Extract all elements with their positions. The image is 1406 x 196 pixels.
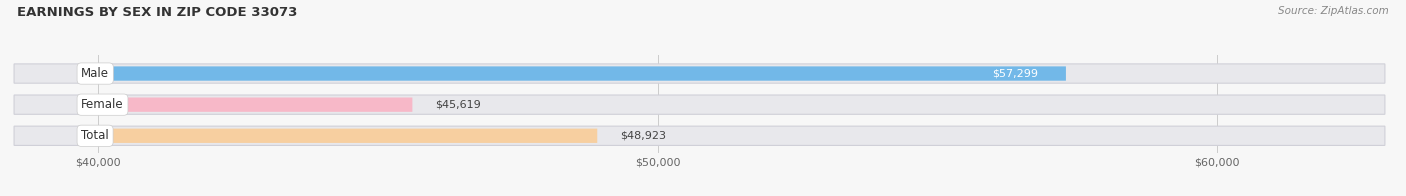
Text: $48,923: $48,923 (620, 131, 665, 141)
FancyBboxPatch shape (14, 64, 1385, 83)
FancyBboxPatch shape (98, 129, 598, 143)
Text: $57,299: $57,299 (993, 69, 1038, 79)
Text: $45,619: $45,619 (434, 100, 481, 110)
FancyBboxPatch shape (14, 95, 1385, 114)
Text: Source: ZipAtlas.com: Source: ZipAtlas.com (1278, 6, 1389, 16)
FancyBboxPatch shape (98, 66, 1066, 81)
Text: Total: Total (82, 129, 108, 142)
Text: Male: Male (82, 67, 110, 80)
Text: Female: Female (82, 98, 124, 111)
FancyBboxPatch shape (14, 126, 1385, 145)
FancyBboxPatch shape (98, 97, 412, 112)
Text: EARNINGS BY SEX IN ZIP CODE 33073: EARNINGS BY SEX IN ZIP CODE 33073 (17, 6, 297, 19)
